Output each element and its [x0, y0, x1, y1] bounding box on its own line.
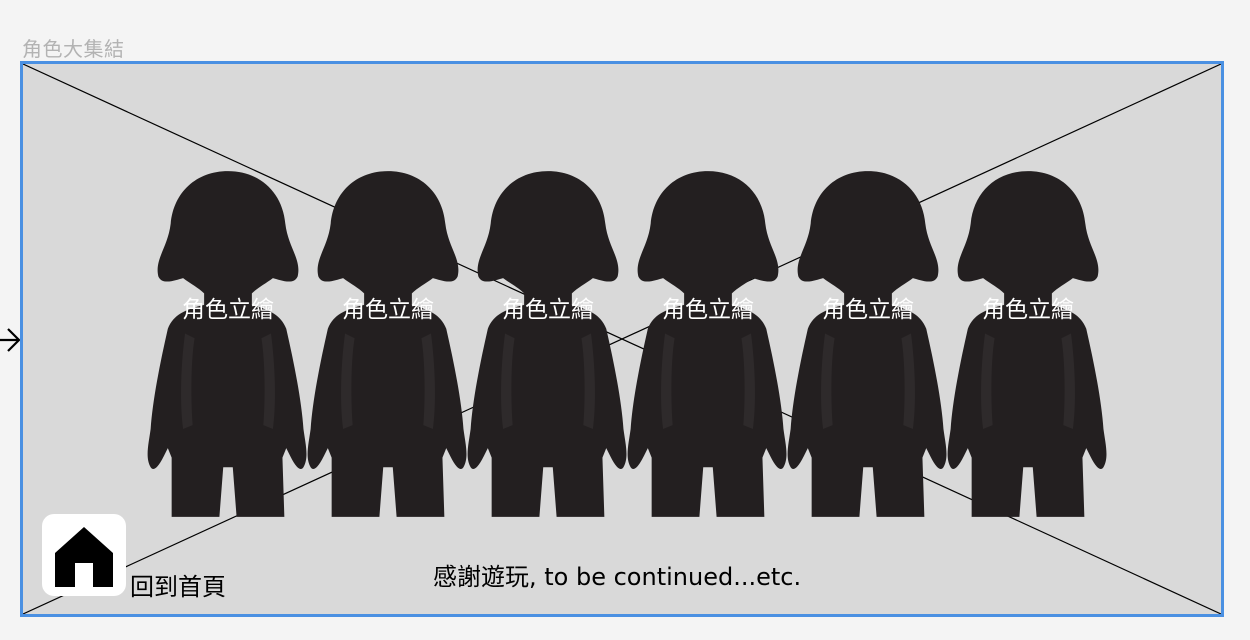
image-placeholder-cross	[23, 64, 1221, 614]
ending-screen-frame[interactable]: 角色立繪 角色立繪 角色立繪 角色立繪 角色立繪 角色立繪 回到首頁 感謝遊玩, to b…	[20, 61, 1224, 617]
character-silhouette-icon	[307, 171, 467, 517]
character-portrait-4: 角色立繪	[623, 154, 793, 534]
character-silhouette-icon	[787, 171, 947, 517]
character-portrait-6: 角色立繪	[943, 154, 1113, 534]
home-icon	[55, 527, 113, 587]
character-portrait-3: 角色立繪	[463, 154, 633, 534]
character-portrait-1: 角色立繪	[143, 154, 313, 534]
character-silhouette-icon	[627, 171, 787, 517]
character-silhouette-icon	[147, 171, 307, 517]
character-portrait-2: 角色立繪	[303, 154, 473, 534]
character-portrait-5: 角色立繪	[783, 154, 953, 534]
home-button[interactable]	[42, 514, 126, 596]
character-label: 角色立繪	[822, 297, 914, 323]
thanks-message: 感謝遊玩, to be continued...etc.	[433, 563, 802, 591]
character-label: 角色立繪	[982, 297, 1074, 323]
character-label: 角色立繪	[662, 297, 754, 323]
character-silhouette-icon	[467, 171, 627, 517]
character-label: 角色立繪	[182, 297, 274, 323]
character-lineup: 角色立繪 角色立繪 角色立繪 角色立繪 角色立繪 角色立繪	[23, 64, 1221, 614]
character-label: 角色立繪	[342, 297, 434, 323]
home-label[interactable]: 回到首頁	[130, 573, 226, 601]
character-label: 角色立繪	[502, 297, 594, 323]
frame-label: 角色大集結	[22, 37, 125, 61]
flow-arrow-icon	[0, 328, 21, 352]
character-silhouette-icon	[947, 171, 1107, 517]
